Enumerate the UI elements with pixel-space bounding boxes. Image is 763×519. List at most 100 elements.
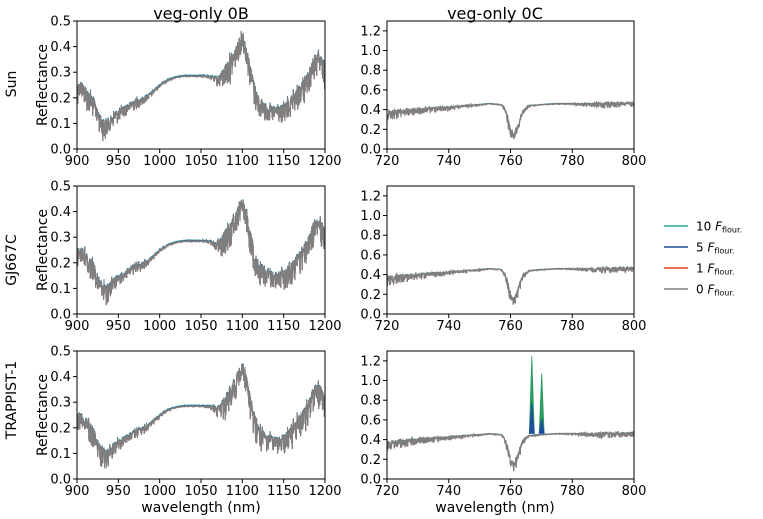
y-tick-label: 1.2 xyxy=(360,189,381,204)
y-tick-label: 0.5 xyxy=(50,345,71,360)
panel-1-1: 0.0 0.2 0.4 0.6 0.8 1.0 1.2 720 740 760 780 800 xyxy=(360,185,647,334)
x-tick-label: 720 xyxy=(375,319,400,334)
series-group xyxy=(387,100,634,140)
y-tick-label: 0.6 xyxy=(360,83,381,98)
x-tick-label: 900 xyxy=(65,154,90,169)
x-tick-label: 800 xyxy=(622,484,647,499)
legend-label-5: 5 Fflour. xyxy=(696,241,734,256)
legend: 10 Fflour. 5 Fflour. 1 Fflour. 0 Fflour. xyxy=(664,220,742,298)
series-line-10f xyxy=(77,199,325,305)
y-tick-label: 0.0 xyxy=(50,308,71,323)
series-group xyxy=(387,265,634,305)
x-tick-label: 1200 xyxy=(308,319,341,334)
y-tick-label: 0.2 xyxy=(50,91,71,106)
series-line-0f xyxy=(77,31,325,142)
series-group xyxy=(77,363,325,469)
x-tick-label: 1050 xyxy=(184,319,217,334)
x-tick-label: 780 xyxy=(560,484,585,499)
x-tick-label: 1200 xyxy=(308,154,341,169)
x-tick-label: 740 xyxy=(436,319,461,334)
y-tick-label: 0.1 xyxy=(50,282,71,297)
x-tick-label: 1050 xyxy=(184,484,217,499)
fluorescence-peak xyxy=(538,373,545,434)
y-tick-label: 0.8 xyxy=(360,394,381,409)
x-tick-label: 1000 xyxy=(143,154,176,169)
x-tick-label: 1100 xyxy=(226,484,259,499)
panel-frame xyxy=(76,185,326,315)
ylabel: Reflectance xyxy=(35,44,51,126)
y-tick-label: 0.2 xyxy=(360,123,381,138)
series-line-10f xyxy=(77,30,325,141)
y-tick-label: 1.0 xyxy=(360,374,381,389)
ylabel: Reflectance xyxy=(35,374,51,456)
panel-frame xyxy=(76,350,326,480)
fluorescence-peak xyxy=(538,417,545,434)
x-tick-label: 780 xyxy=(560,154,585,169)
x-tick-label: 950 xyxy=(106,154,131,169)
series-line-0f xyxy=(387,430,634,472)
x-tick-label: 760 xyxy=(498,484,523,499)
panels-group: 0.0 0.1 0.2 0.3 0.4 0.5 900 950 1000 1050 1100 1150… xyxy=(35,15,646,500)
y-tick-label: 0.3 xyxy=(50,231,71,246)
y-tick-label: 0.5 xyxy=(50,15,71,30)
x-tick-label: 1000 xyxy=(143,319,176,334)
y-tick-label: 0.4 xyxy=(50,40,71,55)
y-tick-label: 0.1 xyxy=(50,117,71,132)
y-tick-label: 0.2 xyxy=(50,421,71,436)
x-tick-label: 1150 xyxy=(267,319,300,334)
y-tick-label: 0.4 xyxy=(50,370,71,385)
panel-frame xyxy=(76,20,326,150)
x-tick-label: 900 xyxy=(65,484,90,499)
y-tick-label: 1.0 xyxy=(360,44,381,59)
panel-0-1: 0.0 0.2 0.4 0.6 0.8 1.0 1.2 720 740 760 780 800 xyxy=(360,20,647,169)
x-tick-label: 1100 xyxy=(226,319,259,334)
x-tick-label: 800 xyxy=(622,154,647,169)
row-label-trappist-1: TRAPPIST-1 xyxy=(4,361,20,440)
column-title-0b: veg-only 0B xyxy=(153,4,249,23)
xlabel-left: wavelength (nm) xyxy=(141,500,260,516)
y-tick-label: 0.3 xyxy=(50,396,71,411)
legend-label-0: 0 Fflour. xyxy=(696,283,734,298)
y-tick-label: 0.8 xyxy=(360,229,381,244)
xlabel-right: wavelength (nm) xyxy=(435,500,554,516)
y-tick-label: 0.0 xyxy=(360,473,381,488)
ylabel: Reflectance xyxy=(35,209,51,291)
y-tick-label: 0.0 xyxy=(360,143,381,158)
y-tick-label: 1.0 xyxy=(360,209,381,224)
x-tick-label: 1050 xyxy=(184,154,217,169)
x-tick-label: 720 xyxy=(375,154,400,169)
series-group xyxy=(77,199,325,306)
x-tick-label: 950 xyxy=(106,319,131,334)
y-tick-label: 0.1 xyxy=(50,447,71,462)
y-tick-label: 0.2 xyxy=(50,256,71,271)
y-tick-label: 1.2 xyxy=(360,24,381,39)
y-tick-label: 0.8 xyxy=(360,64,381,79)
legend-label-1: 1 Fflour. xyxy=(696,262,734,277)
row-label-sun: Sun xyxy=(4,71,20,98)
series-line-0f xyxy=(387,265,634,305)
panel-1-0: 0.0 0.1 0.2 0.3 0.4 0.5 900 950 1000 1050 1100 1150… xyxy=(35,180,342,335)
y-tick-label: 0.2 xyxy=(360,288,381,303)
series-group xyxy=(387,355,634,472)
series-line-0f xyxy=(77,364,325,469)
legend-label-10: 10 Fflour. xyxy=(696,220,742,235)
x-tick-label: 720 xyxy=(375,484,400,499)
series-line-0f xyxy=(77,200,325,306)
y-tick-label: 0.5 xyxy=(50,180,71,195)
series-line-0f xyxy=(387,100,634,140)
x-tick-label: 1000 xyxy=(143,484,176,499)
fluorescence-peak xyxy=(528,402,535,434)
x-tick-label: 1200 xyxy=(308,484,341,499)
x-tick-label: 740 xyxy=(436,484,461,499)
y-tick-label: 0.6 xyxy=(360,413,381,428)
x-tick-label: 800 xyxy=(622,319,647,334)
y-tick-label: 0.4 xyxy=(360,103,381,118)
row-label-gj667c: GJ667C xyxy=(4,234,20,286)
column-title-0c: veg-only 0C xyxy=(447,4,543,23)
x-tick-label: 900 xyxy=(65,319,90,334)
y-tick-label: 0.6 xyxy=(360,248,381,263)
panel-2-0: 0.0 0.1 0.2 0.3 0.4 0.5 900 950 1000 1050 1100 1150… xyxy=(35,345,342,500)
y-tick-label: 0.4 xyxy=(50,205,71,220)
series-line-1f xyxy=(77,200,325,306)
